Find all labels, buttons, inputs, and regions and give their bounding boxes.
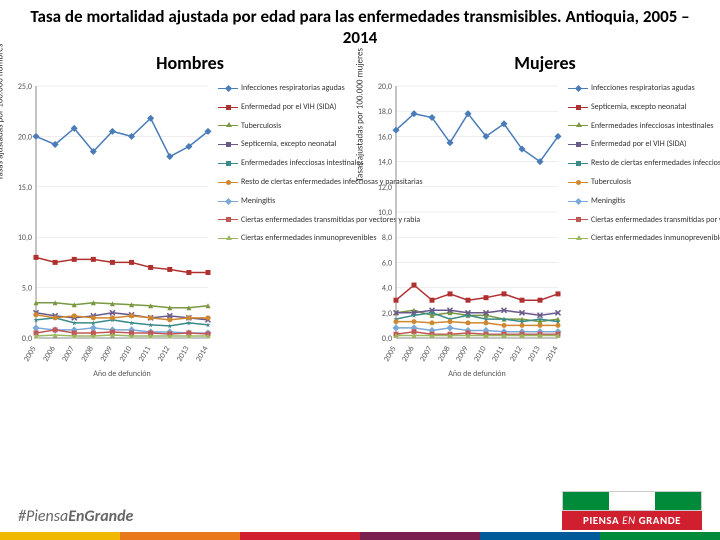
svg-text:10,0: 10,0 (18, 233, 32, 243)
subtitle-hombres: Hombres (0, 52, 360, 74)
svg-text:2010: 2010 (472, 345, 489, 364)
svg-text:2005: 2005 (22, 345, 39, 364)
svg-text:2013: 2013 (175, 345, 192, 364)
svg-text:20,0: 20,0 (18, 132, 32, 142)
legend-item: Infecciones respiratorias agudas (568, 82, 720, 95)
chart-mujeres: 0,0 2,0 4,0 6,0 8,0 10,0 12,0 14,0 16,0 18,0 20,0 2… (364, 78, 564, 408)
hashtag: #PiensaEnGrande (18, 507, 133, 526)
svg-text:12,0: 12,0 (378, 183, 392, 193)
svg-text:2011: 2011 (490, 345, 507, 364)
svg-text:2013: 2013 (526, 345, 543, 364)
svg-text:2012: 2012 (156, 345, 173, 364)
svg-text:6,0: 6,0 (382, 258, 392, 268)
svg-text:2014: 2014 (544, 345, 561, 364)
svg-text:2009: 2009 (454, 345, 471, 364)
svg-text:20,0: 20,0 (378, 82, 392, 92)
svg-text:2007: 2007 (60, 345, 77, 364)
svg-text:2014: 2014 (194, 345, 211, 364)
slide-title: Tasa de mortalidad ajustada por edad par… (0, 0, 720, 50)
svg-text:Año de defunción: Año de defunción (93, 369, 150, 378)
charts-container: 0,05,010,015,020,025,0200520062007200820… (0, 78, 720, 408)
chart-hombres-wrap: 0,05,010,015,020,025,0200520062007200820… (4, 78, 364, 408)
chart-hombres: 0,05,010,015,020,025,0200520062007200820… (4, 78, 214, 408)
svg-text:2009: 2009 (98, 345, 115, 364)
svg-text:2010: 2010 (117, 345, 134, 364)
footer: #PiensaEnGrande PIENSA EN GRANDE (0, 492, 720, 540)
svg-text:2,0: 2,0 (382, 309, 392, 319)
svg-text:8,0: 8,0 (382, 233, 392, 243)
legend-item: Septicemia, excepto neonatal (568, 101, 720, 114)
chart-mujeres-wrap: 0,0 2,0 4,0 6,0 8,0 10,0 12,0 14,0 16,0 18,0 20,0 2… (364, 78, 714, 408)
svg-text:2008: 2008 (79, 345, 96, 364)
legend-item: Ciertas enfermedades transmitidas por ve… (568, 214, 720, 227)
legend-item: Ciertas enfermedades inmunoprevenibles (568, 232, 720, 245)
svg-text:25,0: 25,0 (18, 82, 32, 92)
svg-text:18,0: 18,0 (378, 107, 392, 117)
svg-text:2008: 2008 (436, 345, 453, 364)
slogan-text: PIENSA EN GRANDE (562, 511, 702, 530)
svg-text:2006: 2006 (400, 345, 417, 364)
footer-color-bar (0, 532, 720, 540)
legend-item: Meningitis (568, 195, 720, 208)
svg-text:2005: 2005 (382, 345, 399, 364)
legend-item: Tuberculosis (568, 176, 720, 189)
svg-text:16,0: 16,0 (378, 132, 392, 142)
svg-text:Año de defunción: Año de defunción (448, 369, 505, 378)
svg-text:2011: 2011 (136, 345, 153, 364)
legend-item: Enfermedad por el VIH (SIDA) (568, 138, 720, 151)
subtitle-mujeres: Mujeres (360, 52, 720, 74)
svg-text:15,0: 15,0 (18, 183, 32, 193)
svg-text:2006: 2006 (41, 345, 58, 364)
legend-item: Resto de ciertas enfermedades infecciosa… (568, 157, 720, 170)
svg-text:5,0: 5,0 (22, 284, 32, 294)
svg-text:14,0: 14,0 (378, 158, 392, 168)
flag-icon (562, 491, 702, 511)
svg-text:4,0: 4,0 (382, 284, 392, 294)
svg-text:2007: 2007 (418, 345, 435, 364)
svg-text:0,0: 0,0 (22, 334, 32, 344)
svg-text:10,0: 10,0 (378, 208, 392, 218)
svg-text:0,0: 0,0 (382, 334, 392, 344)
legend-item: Enfermedades infecciosas intestinales (568, 120, 720, 133)
svg-text:2012: 2012 (508, 345, 525, 364)
legend-mujeres: Infecciones respiratorias agudas Septicem… (564, 78, 720, 408)
logo-piensa-en-grande: PIENSA EN GRANDE (562, 491, 702, 530)
